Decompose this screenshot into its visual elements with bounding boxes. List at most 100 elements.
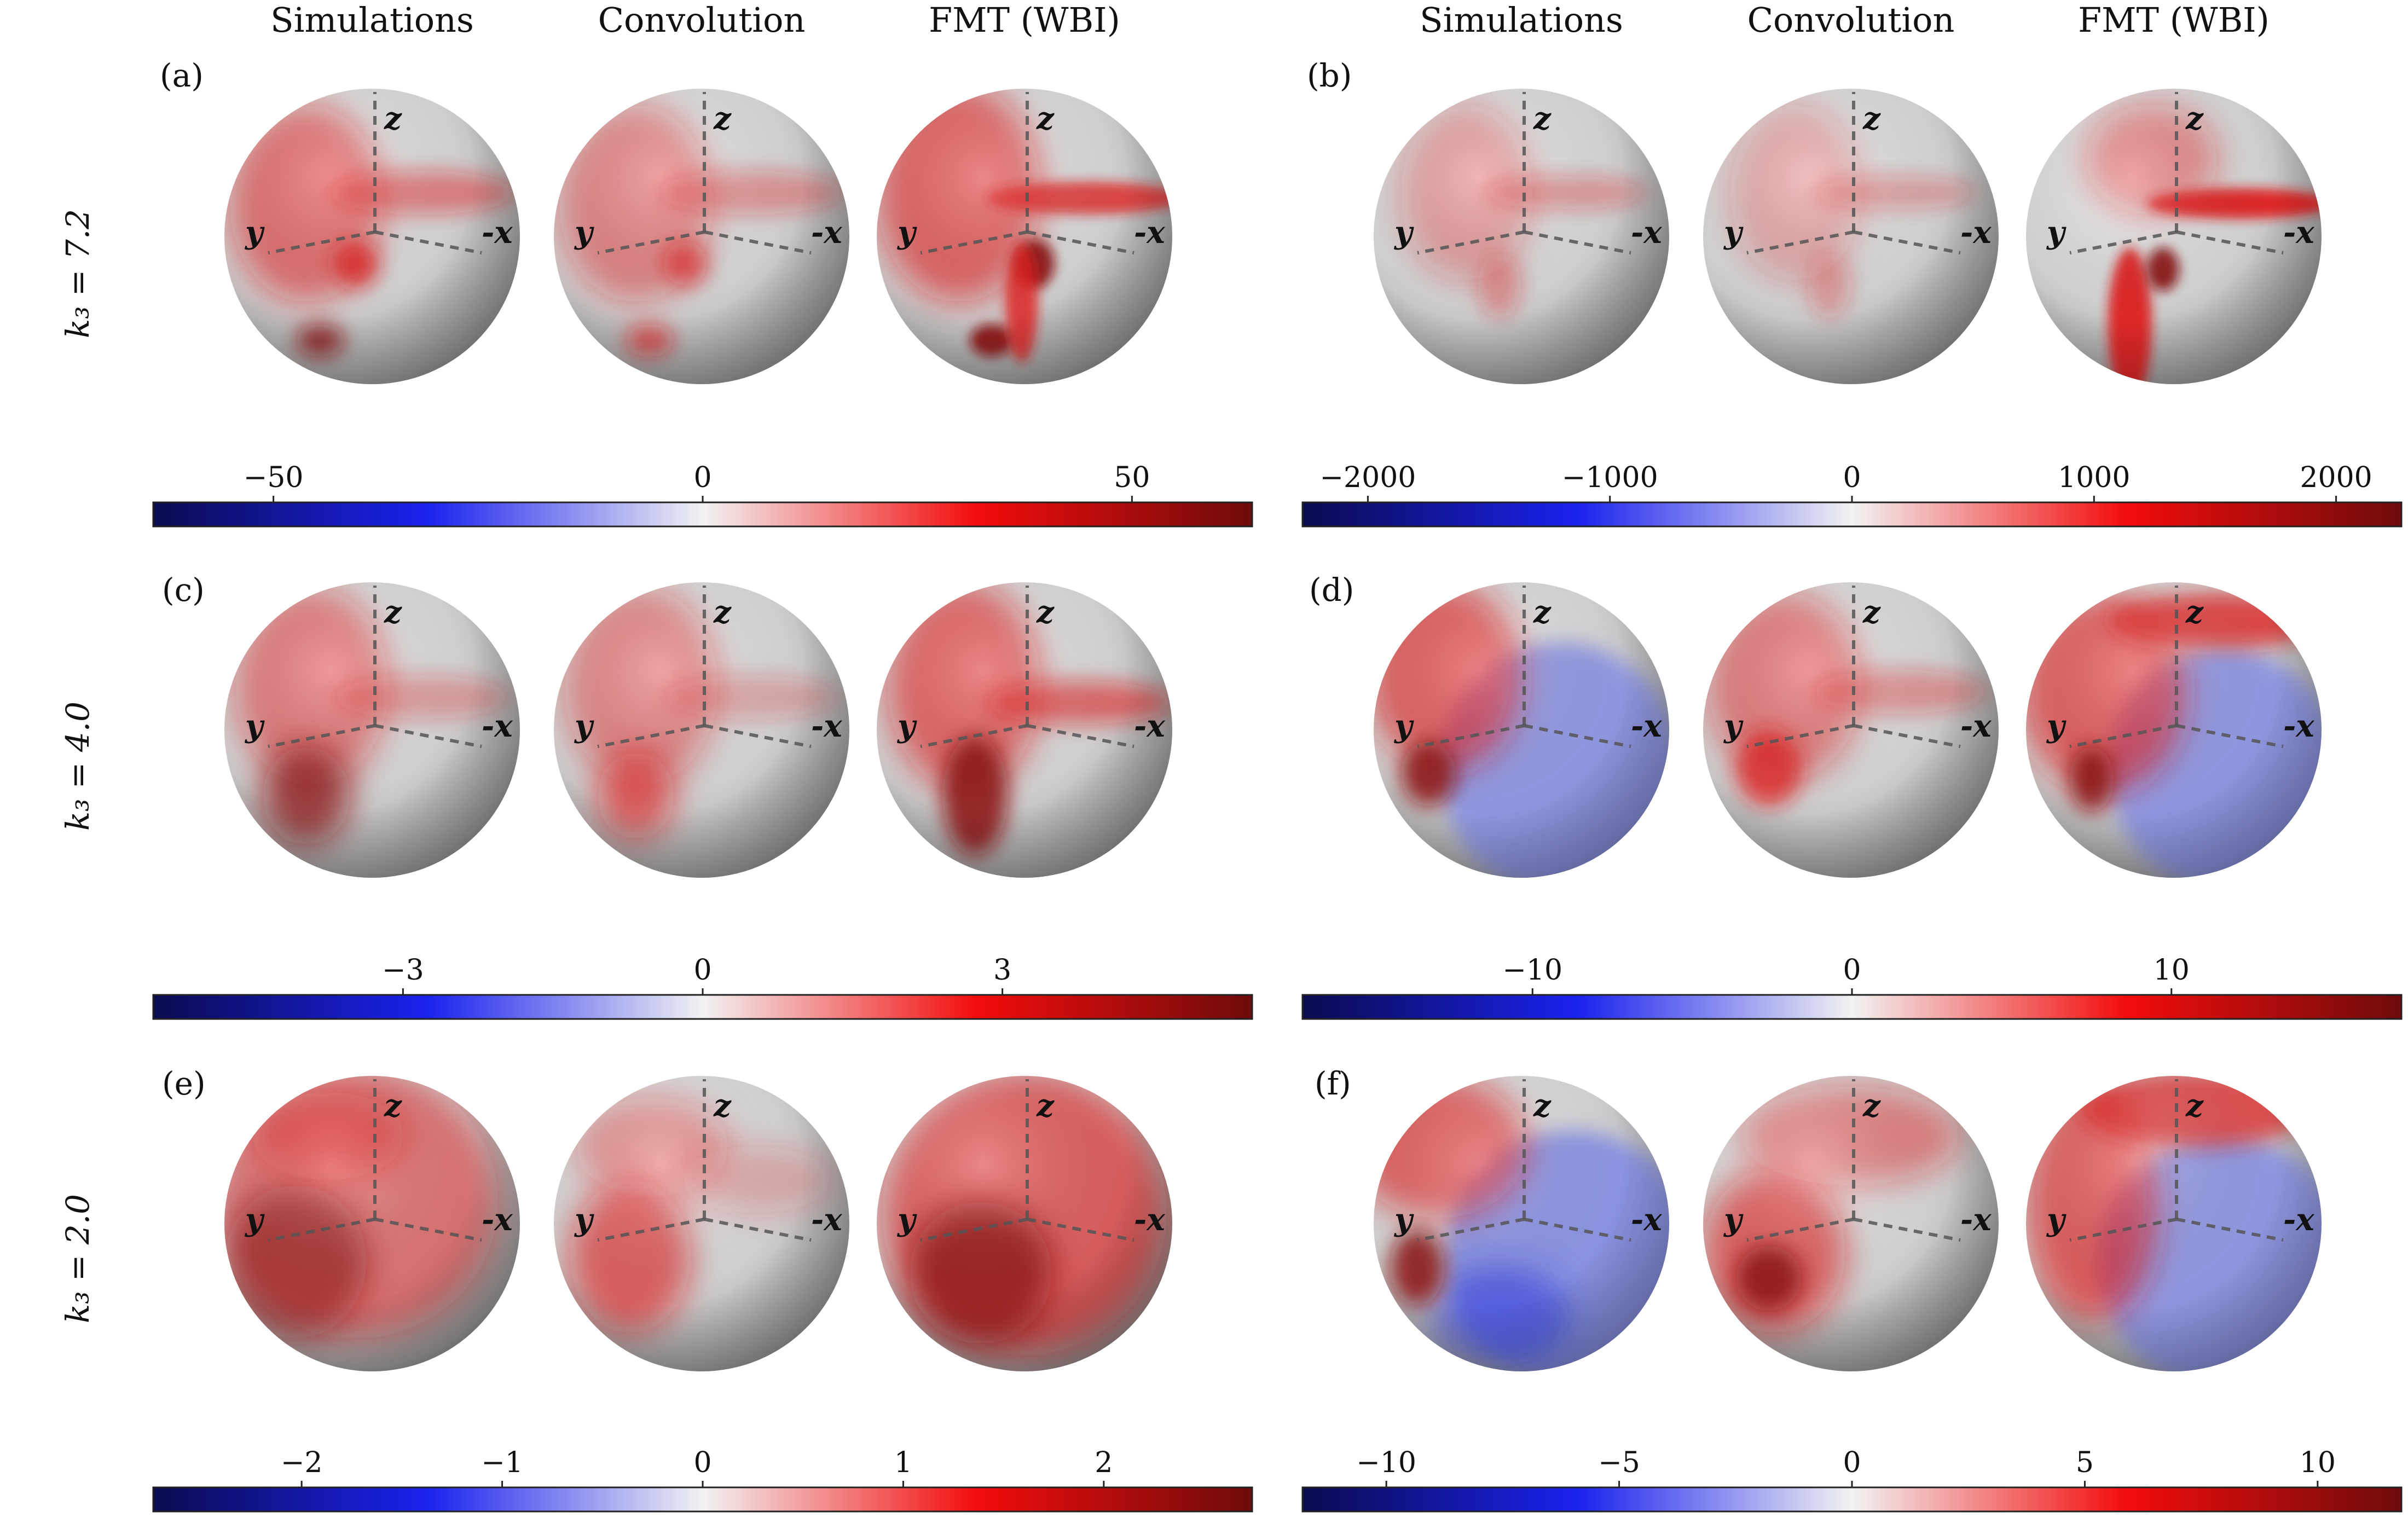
sphere-axes: z y -x <box>574 92 842 254</box>
sphere-axes: z y -x <box>1393 1079 1662 1242</box>
sphere-c-sim: z y -x <box>224 582 520 878</box>
x-axis-line <box>2176 230 2284 254</box>
colorbar-b: −2000 −1000 0 1000 2000 <box>1301 461 2403 528</box>
colorbar-tick-label: 0 <box>1843 1446 1861 1479</box>
y-axis-line <box>1417 230 1525 254</box>
y-axis-line <box>1417 724 1525 748</box>
y-axis-line <box>268 1218 375 1242</box>
sphere-e-fmt: z y -x <box>877 1076 1172 1371</box>
sphere-shading <box>2026 582 2322 878</box>
y-axis-line <box>268 724 375 748</box>
colorbar-tick-label: 1 <box>894 1446 912 1479</box>
colorbar-tick-label: 0 <box>1843 461 1861 494</box>
x-axis-line <box>2176 1218 2284 1242</box>
sphere-shading <box>2026 1076 2322 1371</box>
colorbar-tick-label: −1 <box>481 1446 523 1479</box>
column-titles-right: Simulations Convolution FMT (WBI) <box>1420 0 2270 40</box>
panel-label-f: (f) <box>1315 1065 1351 1102</box>
panel-label-d: (d) <box>1309 571 1354 609</box>
sphere-axes: z y -x <box>244 1079 513 1242</box>
sphere-d-fmt: z y -x <box>2026 582 2322 878</box>
z-axis-label: z <box>2185 594 2204 630</box>
z-axis-label: z <box>1533 1088 1552 1124</box>
x-axis-line <box>1853 724 1961 748</box>
sphere-shading <box>1703 89 1999 384</box>
y-axis-label: y <box>1393 708 1414 744</box>
colorbar-tick-label: 3 <box>993 954 1011 987</box>
x-axis-label: -x <box>1134 215 1165 251</box>
sphere-shading <box>877 1076 1172 1371</box>
sphere-shading <box>2026 89 2322 384</box>
col-title-convolution: Convolution <box>598 0 806 40</box>
x-axis-label: -x <box>811 215 842 251</box>
colorbar-a: −50 0 50 <box>152 461 1253 528</box>
colorbar-tick-label: 0 <box>693 461 711 494</box>
y-axis-label: y <box>1393 1202 1414 1238</box>
x-axis-label: -x <box>1631 1202 1662 1238</box>
panel-label-b: (b) <box>1307 57 1352 94</box>
colorbar-tick-label: 0 <box>1843 954 1861 987</box>
x-axis-line <box>704 230 812 254</box>
col-title-simulations: Simulations <box>270 0 474 40</box>
sphere-d-conv: z y -x <box>1703 582 1999 878</box>
z-axis-label: z <box>713 1088 732 1124</box>
colorbar-e: −2 −1 0 1 2 <box>152 1446 1253 1513</box>
z-axis-label: z <box>713 594 732 630</box>
sphere-shading <box>877 582 1172 878</box>
sphere-axes: z y -x <box>244 92 513 254</box>
sphere-shading <box>1374 582 1669 878</box>
y-axis-line <box>268 230 375 254</box>
x-axis-line <box>1524 230 1631 254</box>
colorbar-f: −10 −5 0 5 10 <box>1301 1446 2403 1513</box>
sphere-e-conv: z y -x <box>554 1076 849 1371</box>
x-axis-line <box>1853 230 1961 254</box>
z-axis-label: z <box>1533 594 1552 630</box>
x-axis-label: -x <box>482 1202 513 1238</box>
sphere-axes: z y -x <box>244 586 513 748</box>
x-axis-line <box>1524 1218 1631 1242</box>
panel-label-e: (e) <box>162 1065 206 1102</box>
y-axis-line <box>2069 1218 2177 1242</box>
x-axis-line <box>374 1218 482 1242</box>
z-axis-label: z <box>1862 1088 1881 1124</box>
colorbar-tick-label: 0 <box>693 954 711 987</box>
x-axis-label: -x <box>811 1202 842 1238</box>
colorbar-tick-label: −10 <box>1356 1446 1416 1479</box>
col-title-simulations: Simulations <box>1420 0 1623 40</box>
y-axis-label: y <box>2046 1202 2067 1238</box>
z-axis-label: z <box>713 101 732 137</box>
sphere-shading <box>1703 1076 1999 1371</box>
z-axis-label: z <box>384 594 402 630</box>
colorbar-tick-label: 2000 <box>2300 461 2372 494</box>
colorbar-tick-label: 0 <box>693 1446 711 1479</box>
x-axis-label: -x <box>482 708 513 744</box>
sphere-axes: z y -x <box>1393 586 1662 748</box>
y-axis-line <box>920 724 1028 748</box>
colorbar-tick-label: 2 <box>1095 1446 1113 1479</box>
x-axis-label: -x <box>1960 708 1992 744</box>
sphere-f-fmt: z y -x <box>2026 1076 2322 1371</box>
x-axis-label: -x <box>1960 1202 1992 1238</box>
z-axis-label: z <box>384 101 402 137</box>
x-axis-label: -x <box>482 215 513 251</box>
sphere-shading <box>1374 1076 1669 1371</box>
sphere-a-conv: z y -x <box>554 89 849 384</box>
colorbar-d: −10 0 10 <box>1301 954 2403 1020</box>
sphere-axes: z y -x <box>1393 92 1662 254</box>
sphere-axes: z y -x <box>2046 92 2314 254</box>
x-axis-label: -x <box>811 708 842 744</box>
y-axis-label: y <box>574 1202 594 1238</box>
z-axis-label: z <box>1036 101 1055 137</box>
colorbar-tick-label: 10 <box>2300 1446 2336 1479</box>
sphere-shading <box>877 89 1172 384</box>
sphere-axes: z y -x <box>1723 586 1992 748</box>
y-axis-line <box>597 230 705 254</box>
y-axis-label: y <box>2046 215 2067 251</box>
sphere-shading <box>224 582 520 878</box>
y-axis-label: y <box>1393 215 1414 251</box>
y-axis-label: y <box>574 215 594 251</box>
sphere-axes: z y -x <box>574 1079 842 1242</box>
sphere-axes: z y -x <box>1723 92 1992 254</box>
y-axis-line <box>597 724 705 748</box>
x-axis-label: -x <box>1134 708 1165 744</box>
